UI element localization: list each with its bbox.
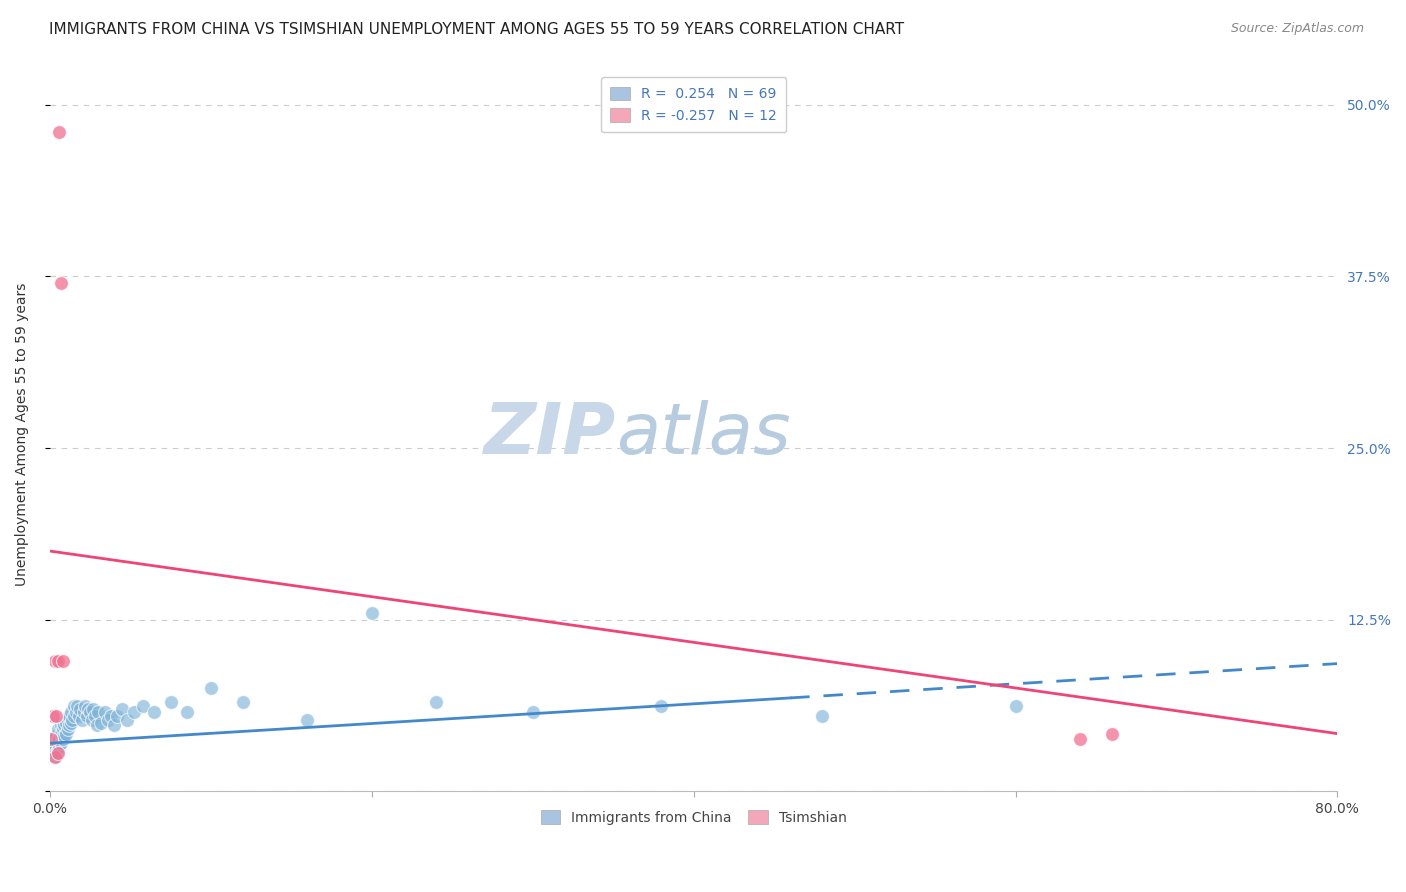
Text: ZIP: ZIP — [484, 400, 616, 469]
Point — [100, 708, 122, 723]
Point — [45, 708, 67, 723]
Point — [107, 708, 129, 723]
Point — [44, 740, 66, 755]
Point — [42, 746, 65, 760]
Point — [232, 695, 254, 709]
Point — [58, 708, 80, 723]
Point — [58, 718, 80, 732]
Point — [46, 723, 69, 737]
Y-axis label: Unemployment Among Ages 55 to 59 years: Unemployment Among Ages 55 to 59 years — [15, 283, 30, 586]
Point — [41, 732, 63, 747]
Point — [55, 715, 77, 730]
Point — [41, 743, 63, 757]
Point — [1004, 699, 1026, 714]
Point — [42, 736, 65, 750]
Point — [49, 718, 72, 732]
Point — [48, 125, 70, 139]
Point — [49, 277, 72, 291]
Point — [76, 708, 98, 723]
Point — [77, 702, 100, 716]
Point — [87, 705, 110, 719]
Point — [176, 705, 198, 719]
Point — [93, 705, 115, 719]
Point — [200, 681, 222, 696]
Point — [811, 708, 834, 723]
Point — [143, 705, 166, 719]
Point — [90, 715, 112, 730]
Point — [65, 705, 87, 719]
Text: Source: ZipAtlas.com: Source: ZipAtlas.com — [1230, 22, 1364, 36]
Point — [60, 713, 83, 727]
Point — [83, 708, 105, 723]
Point — [44, 732, 66, 747]
Point — [360, 606, 382, 620]
Point — [53, 718, 76, 732]
Point — [66, 699, 89, 714]
Point — [53, 730, 76, 744]
Point — [86, 718, 108, 732]
Text: IMMIGRANTS FROM CHINA VS TSIMSHIAN UNEMPLOYMENT AMONG AGES 55 TO 59 YEARS CORREL: IMMIGRANTS FROM CHINA VS TSIMSHIAN UNEMP… — [49, 22, 904, 37]
Point — [46, 746, 69, 760]
Point — [425, 695, 447, 709]
Point — [46, 732, 69, 747]
Point — [1101, 726, 1123, 740]
Point — [48, 740, 70, 755]
Point — [45, 730, 67, 744]
Text: atlas: atlas — [616, 400, 792, 469]
Point — [111, 702, 134, 716]
Point — [44, 750, 66, 764]
Point — [79, 705, 101, 719]
Point — [46, 743, 69, 757]
Point — [115, 713, 138, 727]
Point — [55, 726, 77, 740]
Point — [44, 750, 66, 764]
Point — [650, 699, 672, 714]
Point — [56, 713, 79, 727]
Point — [69, 702, 91, 716]
Point — [67, 708, 90, 723]
Point — [52, 715, 75, 730]
Point — [63, 708, 86, 723]
Point — [45, 746, 67, 760]
Point — [97, 713, 120, 727]
Point — [132, 699, 155, 714]
Point — [44, 654, 66, 668]
Point — [56, 723, 79, 737]
Point — [52, 732, 75, 747]
Point — [522, 705, 544, 719]
Point — [1069, 732, 1091, 747]
Point — [46, 654, 69, 668]
Point — [75, 699, 97, 714]
Point — [49, 736, 72, 750]
Point — [80, 713, 103, 727]
Point — [70, 713, 93, 727]
Legend: Immigrants from China, Tsimshian: Immigrants from China, Tsimshian — [531, 800, 856, 834]
Point — [52, 654, 75, 668]
Point — [49, 726, 72, 740]
Point — [42, 708, 65, 723]
Point — [59, 715, 82, 730]
Point — [59, 705, 82, 719]
Point — [82, 702, 104, 716]
Point — [159, 695, 181, 709]
Point — [52, 723, 75, 737]
Point — [297, 713, 319, 727]
Point — [103, 718, 125, 732]
Point — [63, 699, 86, 714]
Point — [122, 705, 145, 719]
Point — [48, 732, 70, 747]
Point — [72, 705, 94, 719]
